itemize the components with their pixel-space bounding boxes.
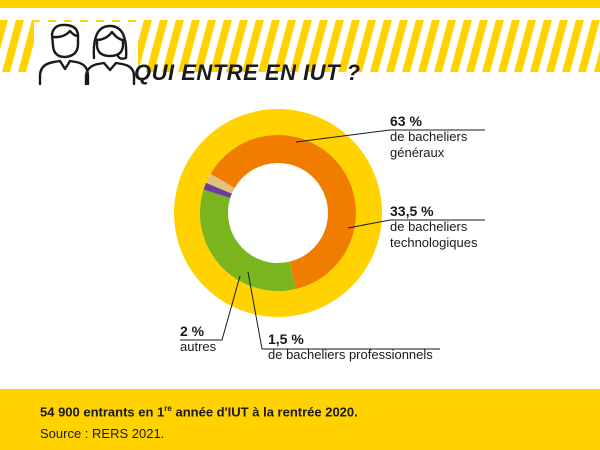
- header-stripe: [338, 20, 360, 72]
- header-stripe: [466, 20, 488, 72]
- leader-line-technologiques: [347, 219, 485, 229]
- label-generaux-value: 63 %: [390, 113, 422, 129]
- footer-summary: 54 900 entrants en 1re année d'IUT à la …: [40, 404, 358, 419]
- header-stripe: [594, 49, 600, 72]
- header-stripe: [514, 20, 536, 72]
- header-stripe: [0, 20, 8, 50]
- footer-summary-suffix: année d'IUT à la rentrée 2020.: [171, 404, 358, 420]
- donut-segment-autres: [206, 174, 235, 194]
- header-stripe: [178, 20, 200, 72]
- header-stripe: [562, 20, 584, 72]
- label-autres-value: 2 %: [180, 323, 205, 339]
- header-stripe: [370, 20, 392, 72]
- label-autres: 2 % autres: [180, 323, 216, 355]
- header-stripe: [530, 20, 552, 72]
- header-stripe: [498, 20, 520, 72]
- page-title: QUI ENTRE EN IUT ?: [134, 60, 361, 85]
- header-stripe: [146, 20, 168, 72]
- header-stripe: [578, 20, 600, 72]
- header-stripe: [434, 20, 456, 72]
- label-autres-line1: autres: [180, 339, 217, 354]
- header-stripe: [2, 20, 24, 72]
- donut-segment-generaux: [210, 135, 356, 289]
- header-stripe: [194, 20, 216, 72]
- leader-line-professionnels: [247, 271, 440, 350]
- header-stripe: [162, 20, 184, 72]
- label-technologiques-value: 33,5 %: [390, 203, 434, 219]
- header-stripe: [210, 20, 232, 72]
- footer-summary-prefix: 54 900 entrants en 1: [40, 404, 165, 420]
- header-stripe: [274, 20, 296, 72]
- header-stripe: [482, 20, 504, 72]
- header-stripe: [386, 20, 408, 72]
- people-icon: [34, 22, 138, 86]
- footer-source: Source : RERS 2021.: [40, 426, 165, 441]
- header-stripe: [418, 20, 440, 72]
- header-stripe: [546, 20, 568, 72]
- footer-band: 54 900 entrants en 1re année d'IUT à la …: [0, 389, 600, 450]
- header-stripe: [322, 20, 344, 72]
- leader-line-generaux: [295, 129, 485, 143]
- label-technologiques-line1: de bacheliers: [390, 219, 468, 234]
- header-stripe: [402, 20, 424, 72]
- header-stripe: [242, 20, 264, 72]
- header-stripe: [258, 20, 280, 72]
- label-professionnels-value: 1,5 %: [268, 331, 304, 347]
- label-professionnels-line1: de bacheliers professionnels: [268, 347, 433, 362]
- label-technologiques-line2: technologiques: [390, 235, 478, 250]
- header-stripe: [306, 20, 328, 72]
- label-technologiques: 33,5 % de bacheliers technologiques: [390, 203, 477, 251]
- header-stripe: [290, 20, 312, 72]
- label-generaux-line1: de bacheliers: [390, 129, 468, 144]
- footer-summary-sup: re: [164, 404, 172, 413]
- label-generaux: 63 % de bacheliers généraux: [390, 113, 467, 161]
- header-stripe: [226, 20, 248, 72]
- header-stripe: [354, 20, 376, 72]
- top-yellow-band: [0, 0, 600, 8]
- header-stripe: [450, 20, 472, 72]
- label-generaux-line2: généraux: [390, 145, 445, 160]
- label-professionnels: 1,5 % de bacheliers professionnels: [268, 331, 433, 363]
- donut-segment-technologiques: [200, 189, 296, 291]
- leader-line-autres: [180, 275, 241, 341]
- donut-segment-professionnels: [203, 182, 232, 199]
